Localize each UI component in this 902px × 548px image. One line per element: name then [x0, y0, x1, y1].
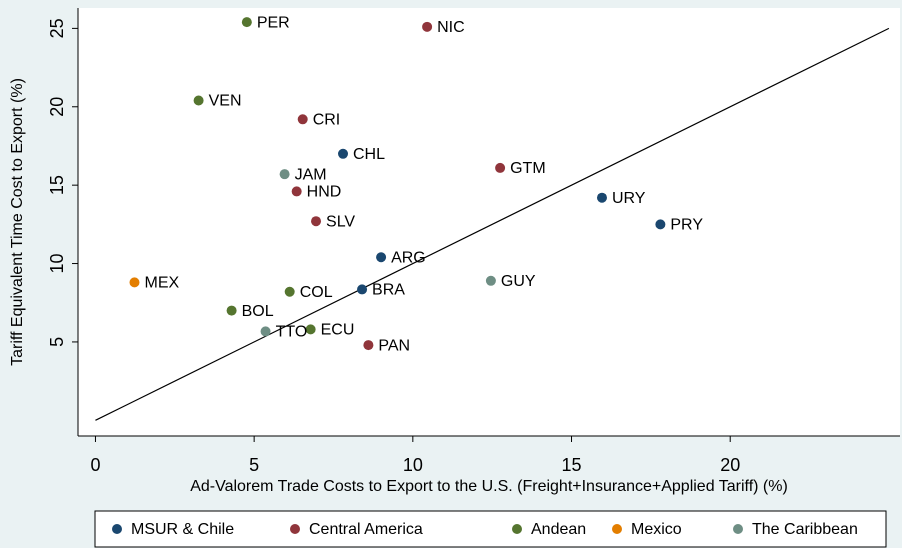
point [338, 148, 349, 159]
y-tick-label: 20 [47, 97, 67, 117]
point-label: CRI [313, 112, 341, 129]
point-label: ECU [321, 322, 355, 339]
x-tick-label: 5 [249, 455, 259, 475]
x-tick-label: 15 [562, 455, 582, 475]
point [422, 21, 433, 32]
point [291, 186, 302, 197]
point [495, 162, 506, 173]
x-tick-label: 20 [720, 455, 740, 475]
legend [94, 510, 887, 548]
point-label: ARG [391, 249, 426, 266]
point-label: TTO [276, 324, 308, 341]
y-tick-label: 10 [47, 254, 67, 274]
point-label: GUY [501, 273, 536, 290]
point [260, 326, 271, 337]
y-tick-label: 25 [47, 18, 67, 38]
point-label: MEX [144, 275, 179, 292]
legend-label: MSUR & Chile [131, 521, 234, 538]
point [311, 216, 322, 227]
point-label: NIC [437, 19, 465, 36]
legend-label: Central America [309, 521, 423, 538]
reference-line [95, 27, 890, 421]
point-label: COL [300, 284, 333, 301]
point [193, 95, 204, 106]
point-label: PRY [670, 217, 703, 234]
point [129, 277, 140, 288]
point [357, 284, 368, 295]
point [655, 219, 666, 230]
point-label: GTM [510, 160, 546, 177]
point-label: SLV [326, 213, 355, 230]
y-tick-label: 5 [47, 337, 67, 347]
legend-marker [612, 524, 622, 534]
legend-marker [112, 524, 122, 534]
point [284, 286, 295, 297]
legend-label: Mexico [631, 521, 682, 538]
x-tick-label: 0 [90, 455, 100, 475]
x-tick-label: 10 [403, 455, 423, 475]
legend-marker [512, 524, 522, 534]
y-tick-label: 15 [47, 175, 67, 195]
point [376, 252, 387, 263]
point-label: VEN [209, 93, 242, 110]
legend-marker [733, 524, 743, 534]
point [241, 17, 252, 28]
point-label: CHL [353, 146, 385, 163]
point-label: BOL [242, 303, 274, 320]
point [363, 340, 374, 351]
plot-area [78, 8, 900, 436]
point-label: URY [612, 190, 646, 207]
legend-label: The Caribbean [752, 521, 858, 538]
legend-label: Andean [531, 521, 586, 538]
point-label: HND [307, 184, 342, 201]
point [596, 192, 607, 203]
legend-marker [290, 524, 300, 534]
point-label: BRA [372, 282, 405, 299]
x-axis-title: Ad-Valorem Trade Costs to Export to the … [190, 478, 788, 495]
point [485, 275, 496, 286]
point-label: PER [257, 14, 290, 31]
point-label: JAM [295, 166, 327, 183]
point [305, 324, 316, 335]
point [226, 305, 237, 316]
y-axis-title: Tariff Equivalent Time Cost to Export (%… [9, 78, 26, 366]
point [297, 114, 308, 125]
point [279, 169, 290, 180]
point-label: PAN [378, 337, 410, 354]
